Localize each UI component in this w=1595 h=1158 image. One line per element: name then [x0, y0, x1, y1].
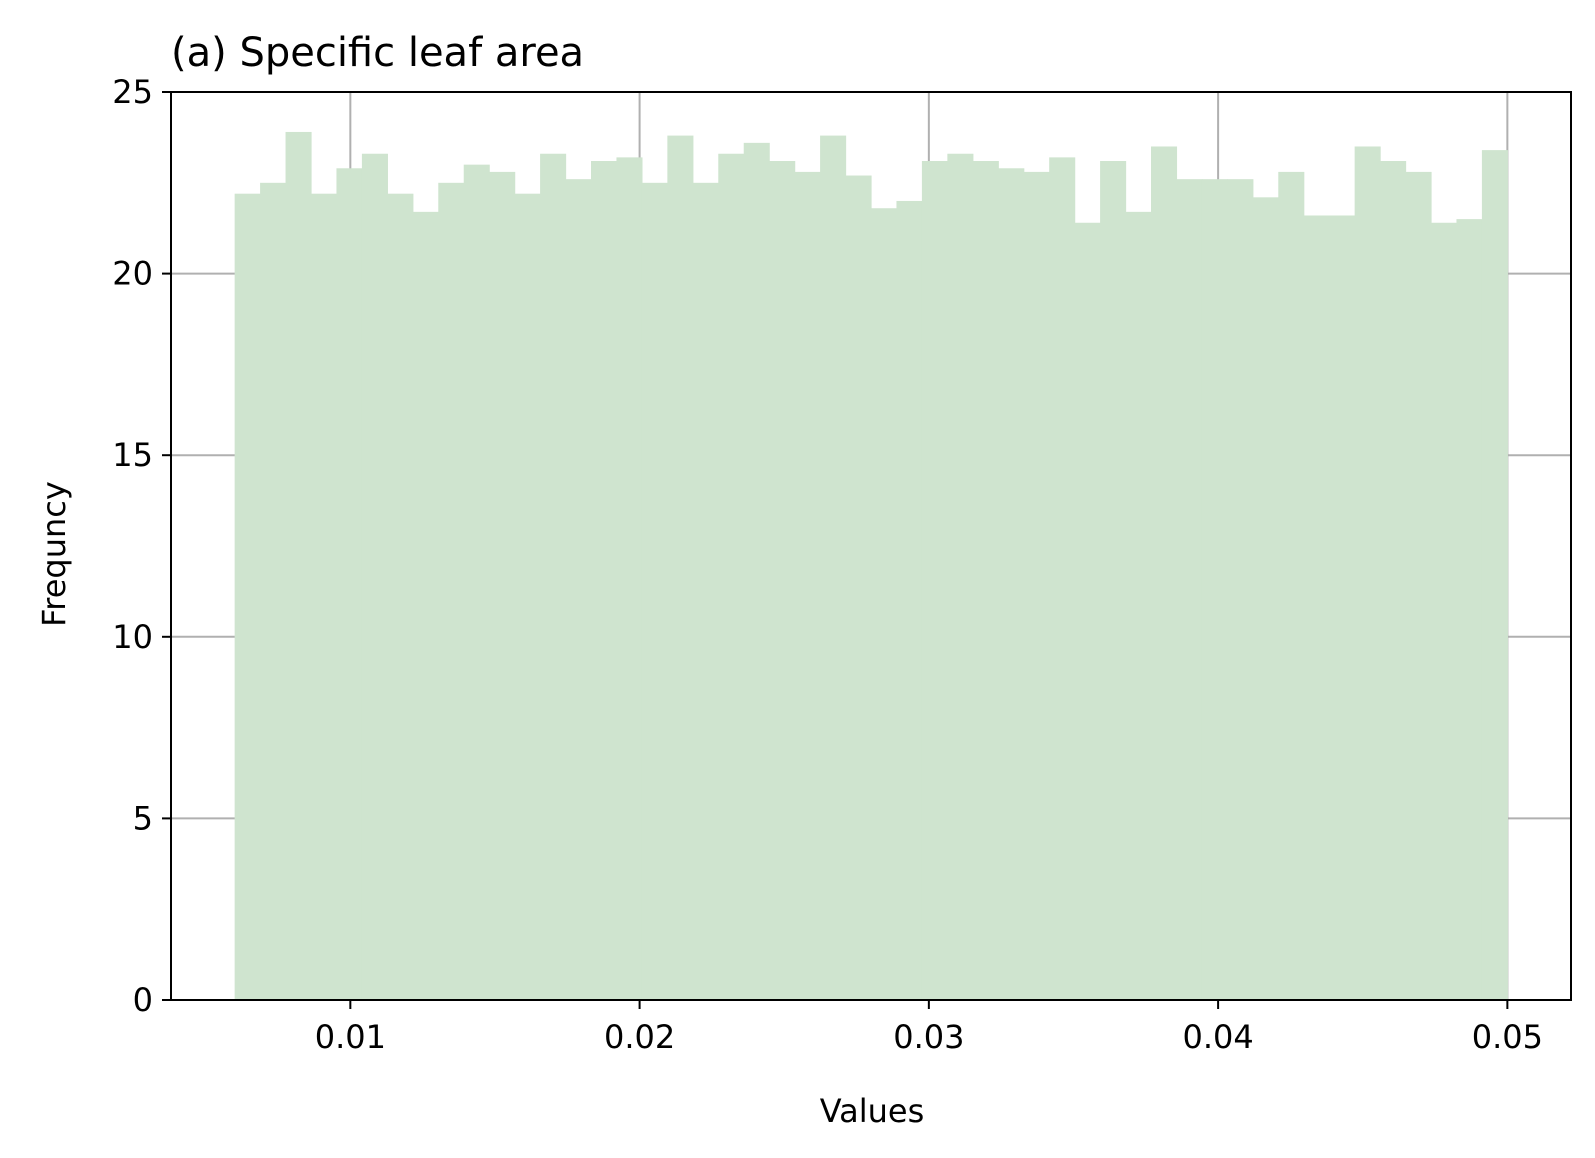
histogram-bar [1252, 197, 1279, 1000]
chart-title: (a) Specific leaf area [171, 30, 584, 76]
histogram-bar [769, 161, 796, 1000]
histogram-bar [285, 131, 312, 1000]
axes [170, 91, 1572, 1001]
histogram-bar [234, 193, 261, 1001]
histogram-bar [845, 175, 872, 1000]
x-tick-label: 0.04 [1182, 1018, 1253, 1056]
histogram-bar [361, 153, 388, 1000]
histogram-bar [871, 208, 898, 1000]
y-tick-label: 20 [112, 255, 153, 293]
histogram-bar [1125, 211, 1152, 1000]
histogram-bar [387, 193, 414, 1001]
histogram-bar [463, 164, 490, 1000]
histogram-bar [412, 211, 439, 1000]
histogram-bar [1354, 146, 1381, 1001]
histogram-bar [947, 153, 974, 1000]
histogram-bar [311, 193, 338, 1001]
histogram-bar [998, 168, 1025, 1001]
y-tick-label: 10 [112, 618, 153, 656]
histogram-bar [1380, 161, 1407, 1000]
histogram-bar [1176, 179, 1203, 1001]
histogram-bar [489, 171, 516, 1001]
histogram-bar [921, 161, 948, 1000]
histogram-bar [540, 153, 567, 1000]
histogram-bar [1100, 161, 1127, 1000]
histogram-bar [1456, 219, 1483, 1000]
y-tick-label: 0 [133, 981, 153, 1019]
histogram-bar [743, 142, 770, 1000]
x-tick-label: 0.03 [893, 1018, 964, 1056]
histogram-bar [972, 161, 999, 1000]
histogram-bar [1201, 179, 1228, 1001]
histogram-bar [1278, 171, 1305, 1001]
histogram-bar [1049, 157, 1076, 1001]
ticks: 0.01 0.02 0.03 0.04 0.05 0 5 10 15 20 25 [112, 73, 1543, 1056]
histogram-bar [1227, 179, 1254, 1001]
histogram-bar [1431, 222, 1458, 1000]
y-tick-label: 5 [133, 799, 153, 837]
x-tick-label: 0.02 [604, 1018, 675, 1056]
histogram-bar [820, 135, 847, 1001]
histogram-bar [896, 200, 923, 1000]
x-tick-label: 0.05 [1472, 1018, 1543, 1056]
histogram-bar [1151, 146, 1178, 1001]
histogram-bar [1074, 222, 1101, 1000]
plot-frame [170, 91, 1572, 1001]
histogram-bar [718, 153, 745, 1000]
histogram-bar [260, 182, 287, 1001]
histogram-bar [1329, 215, 1356, 1000]
histogram-bar [794, 171, 821, 1001]
histogram-bar [514, 193, 541, 1001]
histogram-bar [692, 182, 719, 1001]
histogram-bar [336, 168, 363, 1001]
histogram-bar [591, 161, 618, 1000]
y-tick-label: 15 [112, 436, 153, 474]
histogram-bar [1303, 215, 1330, 1000]
histogram-bar [438, 182, 465, 1001]
x-tick-label: 0.01 [315, 1018, 386, 1056]
histogram-bar [565, 179, 592, 1001]
histogram-bar [667, 135, 694, 1001]
histogram-bar [616, 157, 643, 1001]
histogram-bar [1481, 150, 1508, 1000]
histogram-bar [1405, 171, 1432, 1001]
y-tick-label: 25 [112, 73, 153, 111]
bars [234, 131, 1508, 1001]
y-axis-label: Frequncy [35, 481, 73, 627]
x-axis-label: Values [820, 1092, 925, 1130]
histogram-bar [641, 182, 668, 1001]
histogram-bar [1023, 171, 1050, 1001]
